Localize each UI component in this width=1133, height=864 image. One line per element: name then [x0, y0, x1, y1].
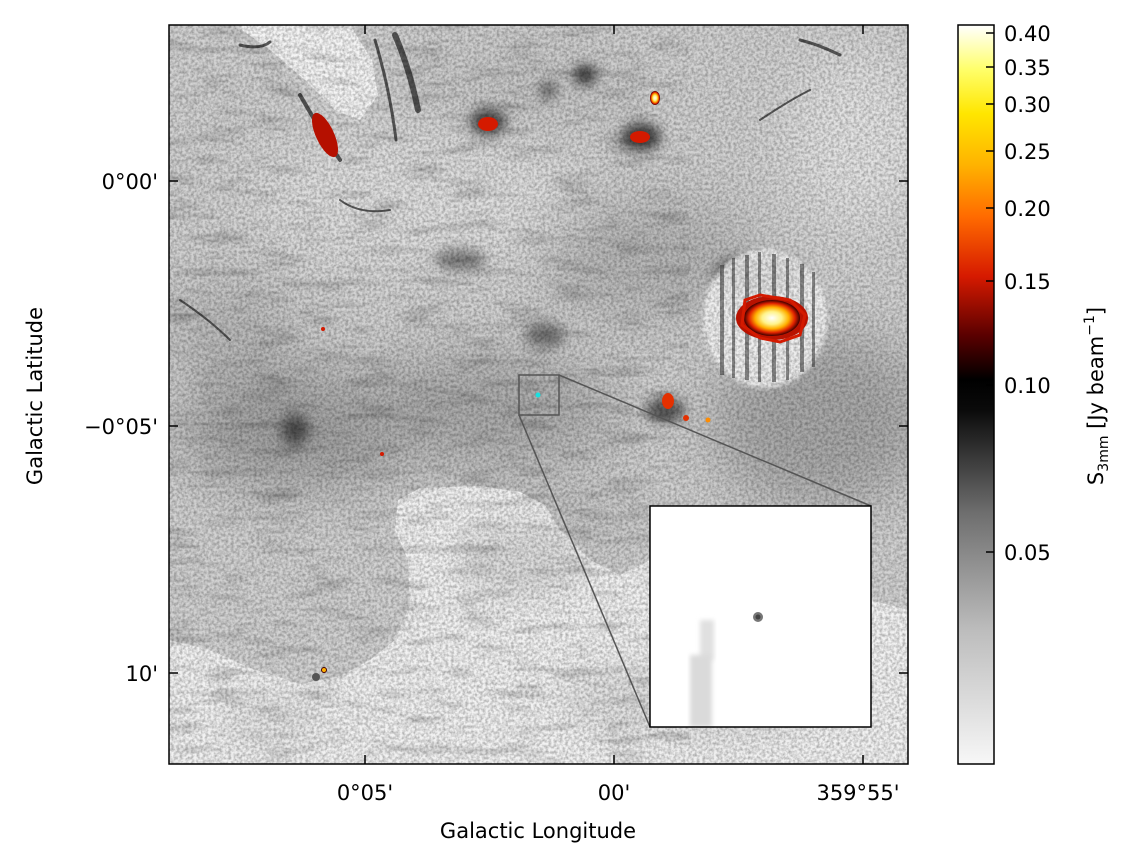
plot-frame — [168, 24, 909, 765]
x-tick-label-1: 0°05' — [337, 781, 393, 805]
zoom-box — [518, 374, 560, 416]
colorbar-tick-4: 0.25 — [1004, 140, 1051, 164]
inset-link-bottom — [518, 414, 651, 728]
x-tick-label-2: 00' — [598, 781, 631, 805]
y-axis-title: Galactic Latitude — [23, 307, 47, 485]
y-tick-label-3: 10' — [126, 662, 159, 686]
source-marker — [535, 392, 541, 398]
colorbar-tick-2: 0.35 — [1004, 56, 1051, 80]
colorbar: 0.40 0.35 0.30 0.25 0.20 0.15 0.10 0.05 … — [957, 22, 1112, 765]
colorbar-tick-5: 0.20 — [1004, 197, 1051, 221]
colorbar-tick-1: 0.40 — [1004, 22, 1051, 46]
x-tick-label-3: 359°55' — [816, 781, 899, 805]
x-axis-title: Galactic Longitude — [440, 819, 636, 843]
colorbar-label: S3mm [Jy beam−1] — [1082, 307, 1112, 485]
colorbar-tick-3: 0.30 — [1004, 93, 1051, 117]
y-tick-label-1: 0°00' — [102, 170, 158, 194]
colorbar-tick-8: 0.05 — [1004, 541, 1051, 565]
axis-ticks — [169, 25, 908, 764]
inset-panel — [649, 505, 872, 728]
y-tick-label-2: −0°05' — [84, 415, 158, 439]
colorbar-tick-7: 0.10 — [1004, 374, 1051, 398]
colorbar-tick-6: 0.15 — [1004, 270, 1051, 294]
inset-link-top — [558, 374, 872, 507]
